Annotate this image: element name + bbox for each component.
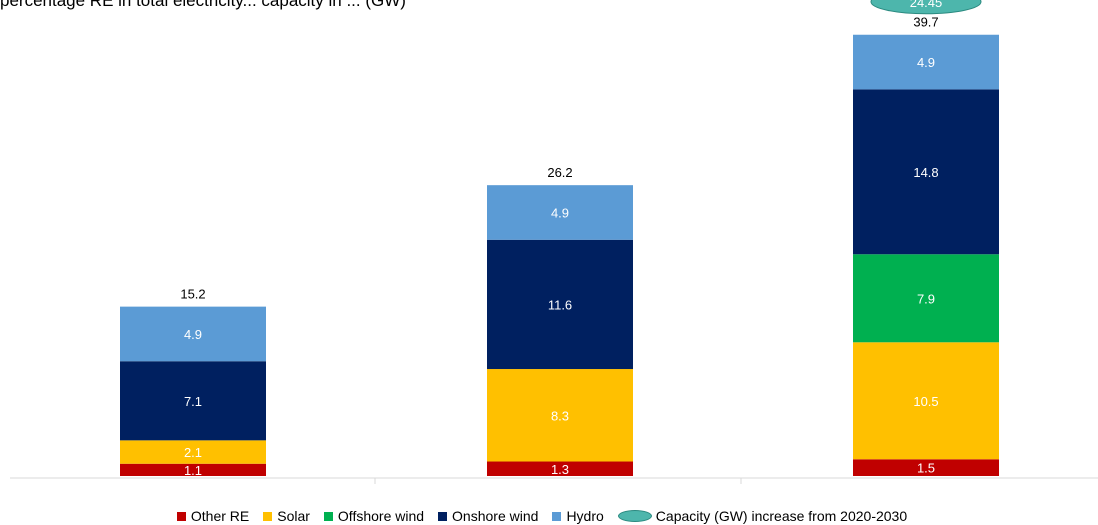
legend-item: Other RE (176, 508, 250, 524)
legend-label: Capacity (GW) increase from 2020-2030 (655, 508, 908, 524)
legend-label: Solar (277, 508, 310, 524)
data-label: 10.5 (913, 394, 938, 409)
legend-swatch (176, 511, 186, 521)
legend-label: Other RE (190, 508, 250, 524)
bar-segment-hydro (120, 306, 266, 362)
data-label: 7.9 (917, 291, 935, 306)
legend-item: Offshore wind (323, 508, 425, 524)
data-label: 14.8 (913, 165, 938, 180)
legend-label: Offshore wind (337, 508, 425, 524)
data-label: 8.3 (551, 408, 569, 423)
bar-segment-solar (853, 342, 999, 460)
data-label: 7.1 (184, 394, 202, 409)
total-label: 26.2 (547, 165, 572, 180)
legend-item: Solar (263, 508, 310, 524)
total-label: 39.7 (913, 15, 938, 30)
legend-swatch (552, 511, 562, 521)
data-label: 1.5 (917, 461, 935, 476)
legend: Other RE Solar Offshore wind Onshore wind Hy… (0, 508, 1098, 524)
bar-segment-other-re (120, 463, 266, 476)
legend-item-capacity: Capacity (GW) increase from 2020-2030 (617, 508, 908, 524)
data-label: 4.9 (551, 205, 569, 220)
legend-label: Hydro (566, 508, 604, 524)
capacity-increase-ellipse (870, 0, 982, 15)
bar-segment-solar (120, 440, 266, 464)
bar-segment-other-re (853, 459, 999, 476)
bar-segment-onshore-wind (120, 361, 266, 441)
bar-segment-onshore-wind (853, 89, 999, 255)
data-label: 1.1 (184, 463, 202, 478)
legend-swatch (438, 511, 448, 521)
total-label: 15.2 (180, 287, 205, 302)
legend-swatch (263, 511, 273, 521)
data-label: 2.1 (184, 445, 202, 460)
bar-segment-solar (487, 369, 633, 462)
legend-ellipse (617, 510, 652, 522)
data-label: 4.9 (917, 55, 935, 70)
data-label: 11.6 (548, 297, 572, 312)
legend-swatch (323, 511, 333, 521)
bar-segment-onshore-wind (487, 239, 633, 370)
data-label: 1.3 (551, 462, 569, 477)
capacity-increase-label: 24.45 (910, 0, 943, 10)
bar-segment-other-re (487, 461, 633, 476)
legend-item: Hydro (552, 508, 604, 524)
legend-item: Onshore wind (438, 508, 538, 524)
bar-segment-offshore-wind (853, 254, 999, 343)
legend-label: Onshore wind (452, 508, 539, 524)
bar-segment-hydro (487, 185, 633, 240)
stacked-bar-chart: 1.1 2.1 7.1 4.9 15.2 1.3 8.3 11.6 4.9 26.2 1.5 10.5… (10, 0, 1098, 484)
bar-segment-hydro (853, 34, 999, 90)
chart-title: percentage RE in total electricity... ca… (0, 0, 406, 10)
data-label: 4.9 (184, 327, 202, 342)
